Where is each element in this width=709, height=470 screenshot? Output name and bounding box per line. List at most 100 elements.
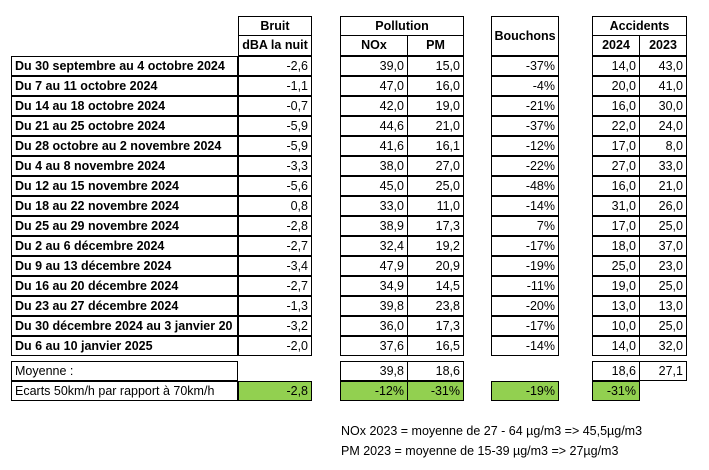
cell-nox: 41,6: [340, 136, 408, 156]
cell-pm: 19,2: [408, 236, 464, 256]
cell-pm: 20,9: [408, 256, 464, 276]
cell-acc2024: 13,0: [592, 296, 640, 316]
cell-acc2023: 21,0: [640, 176, 687, 196]
cell-acc2024: 16,0: [592, 176, 640, 196]
cell-bouchons: 7%: [491, 216, 559, 236]
cell-nox: 33,0: [340, 196, 408, 216]
cell-acc2024: 14,0: [592, 56, 640, 76]
header-pollution: Pollution: [340, 16, 464, 36]
cell-acc2024: 17,0: [592, 136, 640, 156]
cell-nox: 38,9: [340, 216, 408, 236]
cell-nox: 32,4: [340, 236, 408, 256]
cell-bruit: -5,9: [238, 136, 312, 156]
ecarts-pm: -31%: [408, 381, 464, 401]
cell-bruit: -0,7: [238, 96, 312, 116]
cell-acc2024: 25,0: [592, 256, 640, 276]
cell-bouchons: -4%: [491, 76, 559, 96]
cell-nox: 44,6: [340, 116, 408, 136]
cell-period: Du 2 au 6 décembre 2024: [11, 236, 238, 256]
cell-bruit: -2,7: [238, 236, 312, 256]
cell-pm: 15,0: [408, 56, 464, 76]
header-accidents: Accidents: [592, 16, 687, 36]
cell-acc2024: 31,0: [592, 196, 640, 216]
cell-acc2023: 25,0: [640, 316, 687, 336]
cell-acc2024: 17,0: [592, 216, 640, 236]
cell-bouchons: -37%: [491, 116, 559, 136]
moyenne-acc2023: 27,1: [640, 361, 687, 381]
cell-bouchons: -37%: [491, 56, 559, 76]
cell-nox: 39,0: [340, 56, 408, 76]
cell-bruit: -2,8: [238, 216, 312, 236]
cell-period: Du 23 au 27 décembre 2024: [11, 296, 238, 316]
cell-pm: 16,1: [408, 136, 464, 156]
moyenne-acc2024: 18,6: [592, 361, 640, 381]
cell-acc2024: 10,0: [592, 316, 640, 336]
cell-nox: 45,0: [340, 176, 408, 196]
cell-acc2024: 18,0: [592, 236, 640, 256]
cell-acc2023: 30,0: [640, 96, 687, 116]
cell-bouchons: -11%: [491, 276, 559, 296]
cell-pm: 16,0: [408, 76, 464, 96]
cell-bruit: -2,6: [238, 56, 312, 76]
cell-pm: 17,3: [408, 316, 464, 336]
cell-period: Du 28 octobre au 2 novembre 2024: [11, 136, 238, 156]
cell-pm: 16,5: [408, 336, 464, 356]
cell-period: Du 4 au 8 novembre 2024: [11, 156, 238, 176]
cell-pm: 14,5: [408, 276, 464, 296]
cell-period: Du 14 au 18 octobre 2024: [11, 96, 238, 116]
cell-pm: 19,0: [408, 96, 464, 116]
cell-acc2024: 27,0: [592, 156, 640, 176]
cell-bruit: -3,4: [238, 256, 312, 276]
header-year-2024: 2024: [592, 36, 640, 56]
moyenne-pm: 18,6: [408, 361, 464, 381]
cell-period: Du 12 au 15 novembre 2024: [11, 176, 238, 196]
cell-nox: 36,0: [340, 316, 408, 336]
cell-acc2024: 22,0: [592, 116, 640, 136]
cell-pm: 17,3: [408, 216, 464, 236]
cell-nox: 47,0: [340, 76, 408, 96]
cell-acc2023: 26,0: [640, 196, 687, 216]
cell-period: Du 25 au 29 novembre 2024: [11, 216, 238, 236]
header-year-2023: 2023: [640, 36, 687, 56]
cell-acc2023: 23,0: [640, 256, 687, 276]
header-bruit-unit: dBA la nuit: [238, 36, 312, 56]
ecarts-accidents: -31%: [592, 381, 640, 401]
cell-bruit: -2,0: [238, 336, 312, 356]
cell-pm: 21,0: [408, 116, 464, 136]
cell-nox: 38,0: [340, 156, 408, 176]
cell-nox: 47,9: [340, 256, 408, 276]
cell-acc2023: 43,0: [640, 56, 687, 76]
cell-acc2023: 41,0: [640, 76, 687, 96]
cell-bouchons: -48%: [491, 176, 559, 196]
cell-acc2024: 20,0: [592, 76, 640, 96]
cell-acc2023: 8,0: [640, 136, 687, 156]
cell-pm: 25,0: [408, 176, 464, 196]
cell-period: Du 9 au 13 décembre 2024: [11, 256, 238, 276]
cell-nox: 37,6: [340, 336, 408, 356]
note-nox-2023: NOx 2023 = moyenne de 27 - 64 µg/m3 => 4…: [341, 424, 643, 438]
cell-acc2024: 14,0: [592, 336, 640, 356]
cell-period: Du 21 au 25 octobre 2024: [11, 116, 238, 136]
cell-bruit: -2,7: [238, 276, 312, 296]
cell-bouchons: -22%: [491, 156, 559, 176]
cell-period: Du 30 décembre 2024 au 3 janvier 20: [11, 316, 238, 336]
cell-nox: 42,0: [340, 96, 408, 116]
cell-acc2024: 19,0: [592, 276, 640, 296]
cell-bouchons: -20%: [491, 296, 559, 316]
cell-bruit: -5,9: [238, 116, 312, 136]
cell-period: Du 6 au 10 janvier 2025: [11, 336, 238, 356]
ecarts-nox: -12%: [340, 381, 408, 401]
note-pm-2023: PM 2023 = moyenne de 15-39 µg/m3 => 27µg…: [341, 444, 619, 458]
cell-bruit: 0,8: [238, 196, 312, 216]
cell-bouchons: -17%: [491, 236, 559, 256]
cell-nox: 34,9: [340, 276, 408, 296]
cell-bouchons: -19%: [491, 256, 559, 276]
header-bouchons: Bouchons: [491, 16, 559, 56]
cell-bruit: -3,3: [238, 156, 312, 176]
cell-period: Du 7 au 11 octobre 2024: [11, 76, 238, 96]
cell-bouchons: -17%: [491, 316, 559, 336]
header-nox: NOx: [340, 36, 408, 56]
cell-acc2023: 24,0: [640, 116, 687, 136]
ecarts-label: Ecarts 50km/h par rapport à 70km/h: [11, 381, 238, 401]
cell-pm: 27,0: [408, 156, 464, 176]
